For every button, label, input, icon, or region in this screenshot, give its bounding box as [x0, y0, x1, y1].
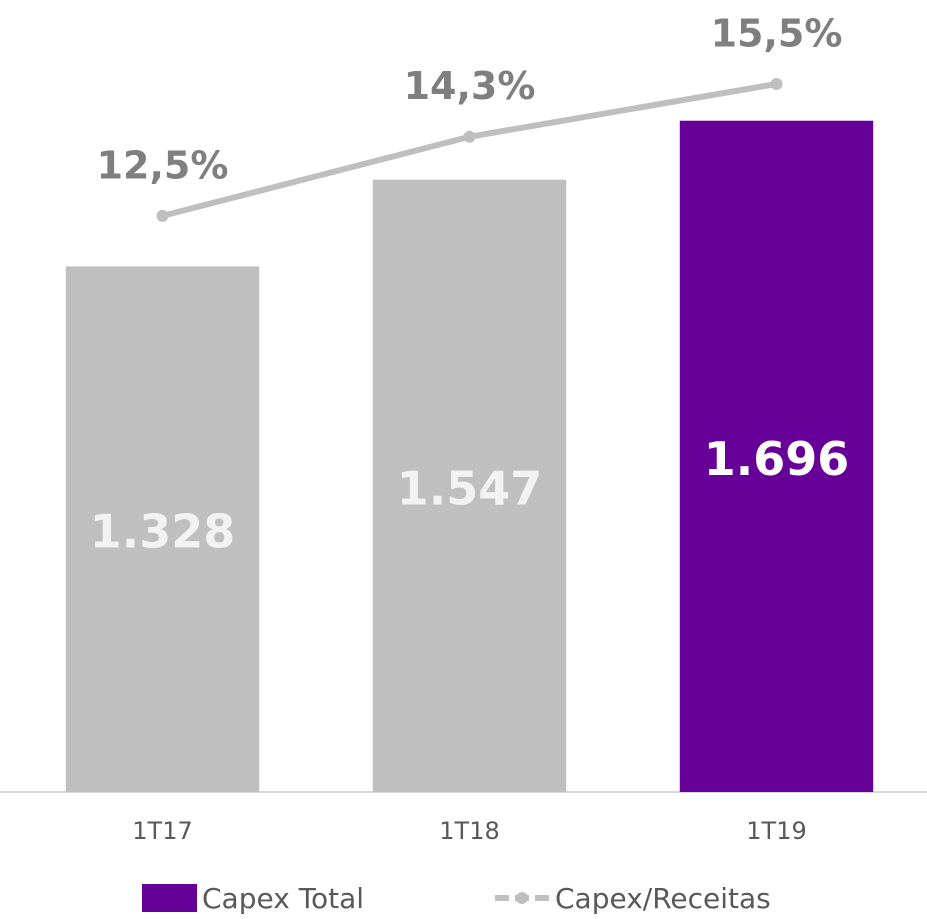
- legend-label: Capex/Receitas: [555, 882, 771, 915]
- bar: [65, 266, 260, 792]
- line-value-label: 15,5%: [711, 11, 843, 55]
- line-point: [770, 77, 783, 90]
- legend-swatch: [142, 884, 197, 912]
- bar-value-label: 1.547: [397, 461, 543, 515]
- bar: [372, 179, 567, 792]
- bar: [679, 120, 874, 793]
- x-tick-label: 1T18: [439, 817, 499, 845]
- bar-value-label: 1.328: [90, 505, 236, 559]
- line-point: [463, 130, 476, 143]
- x-tick-label: 1T17: [132, 817, 192, 845]
- legend-label: Capex Total: [202, 882, 364, 915]
- legend-swatch-dot: [516, 892, 528, 904]
- line-point: [156, 209, 169, 222]
- line-value-label: 12,5%: [97, 143, 229, 187]
- line-value-label: 14,3%: [404, 64, 536, 108]
- x-tick-label: 1T19: [746, 817, 806, 845]
- bar-value-label: 1.696: [704, 432, 850, 486]
